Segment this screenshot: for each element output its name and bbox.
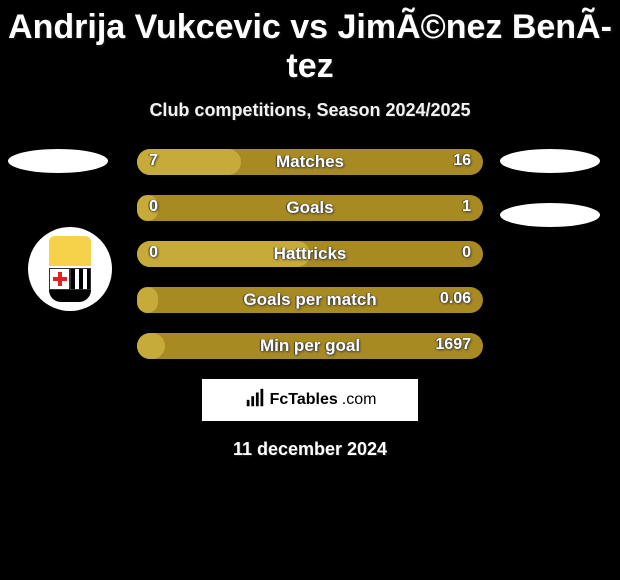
- chart-icon: [244, 387, 266, 414]
- stat-value-right: 16: [453, 152, 471, 170]
- stat-value-right: 0.06: [440, 290, 471, 308]
- stat-rows: 7 Matches 16 0 Goals 1 0 Hattricks 0 Goals per ma…: [137, 149, 483, 359]
- stat-label: Goals per match: [243, 290, 376, 310]
- stat-value-left: 0: [149, 244, 158, 262]
- comparison-panel: 7 Matches 16 0 Goals 1 0 Hattricks 0 Goals per ma…: [0, 149, 620, 460]
- stat-value-left: 7: [149, 152, 158, 170]
- stat-value-right: 1: [462, 198, 471, 216]
- page-title: Andrija Vukcevic vs JimÃ©nez BenÃ­tez: [0, 0, 620, 86]
- avatar-player-right: [500, 149, 600, 173]
- club-crest-left: [28, 227, 112, 311]
- avatar-player-left: [8, 149, 108, 173]
- stat-label: Matches: [276, 152, 344, 172]
- page-subtitle: Club competitions, Season 2024/2025: [0, 100, 620, 121]
- stat-label: Min per goal: [260, 336, 360, 356]
- stat-label: Hattricks: [274, 244, 347, 264]
- avatar-club-right: [500, 203, 600, 227]
- stat-label: Goals: [286, 198, 333, 218]
- site-brand-strong: FcTables: [270, 391, 338, 409]
- stat-row: 0 Goals 1: [137, 195, 483, 221]
- stat-value-right: 0: [462, 244, 471, 262]
- stat-row-fill: [137, 333, 165, 359]
- stat-row-fill: [137, 287, 158, 313]
- stat-row: Min per goal 1697: [137, 333, 483, 359]
- site-badge: FcTables.com: [202, 379, 418, 421]
- stat-value-right: 1697: [435, 336, 471, 354]
- stat-row: 7 Matches 16: [137, 149, 483, 175]
- stat-row: 0 Hattricks 0: [137, 241, 483, 267]
- site-brand-light: .com: [342, 391, 377, 409]
- stat-value-left: 0: [149, 198, 158, 216]
- stat-row: Goals per match 0.06: [137, 287, 483, 313]
- date-line: 11 december 2024: [0, 439, 620, 460]
